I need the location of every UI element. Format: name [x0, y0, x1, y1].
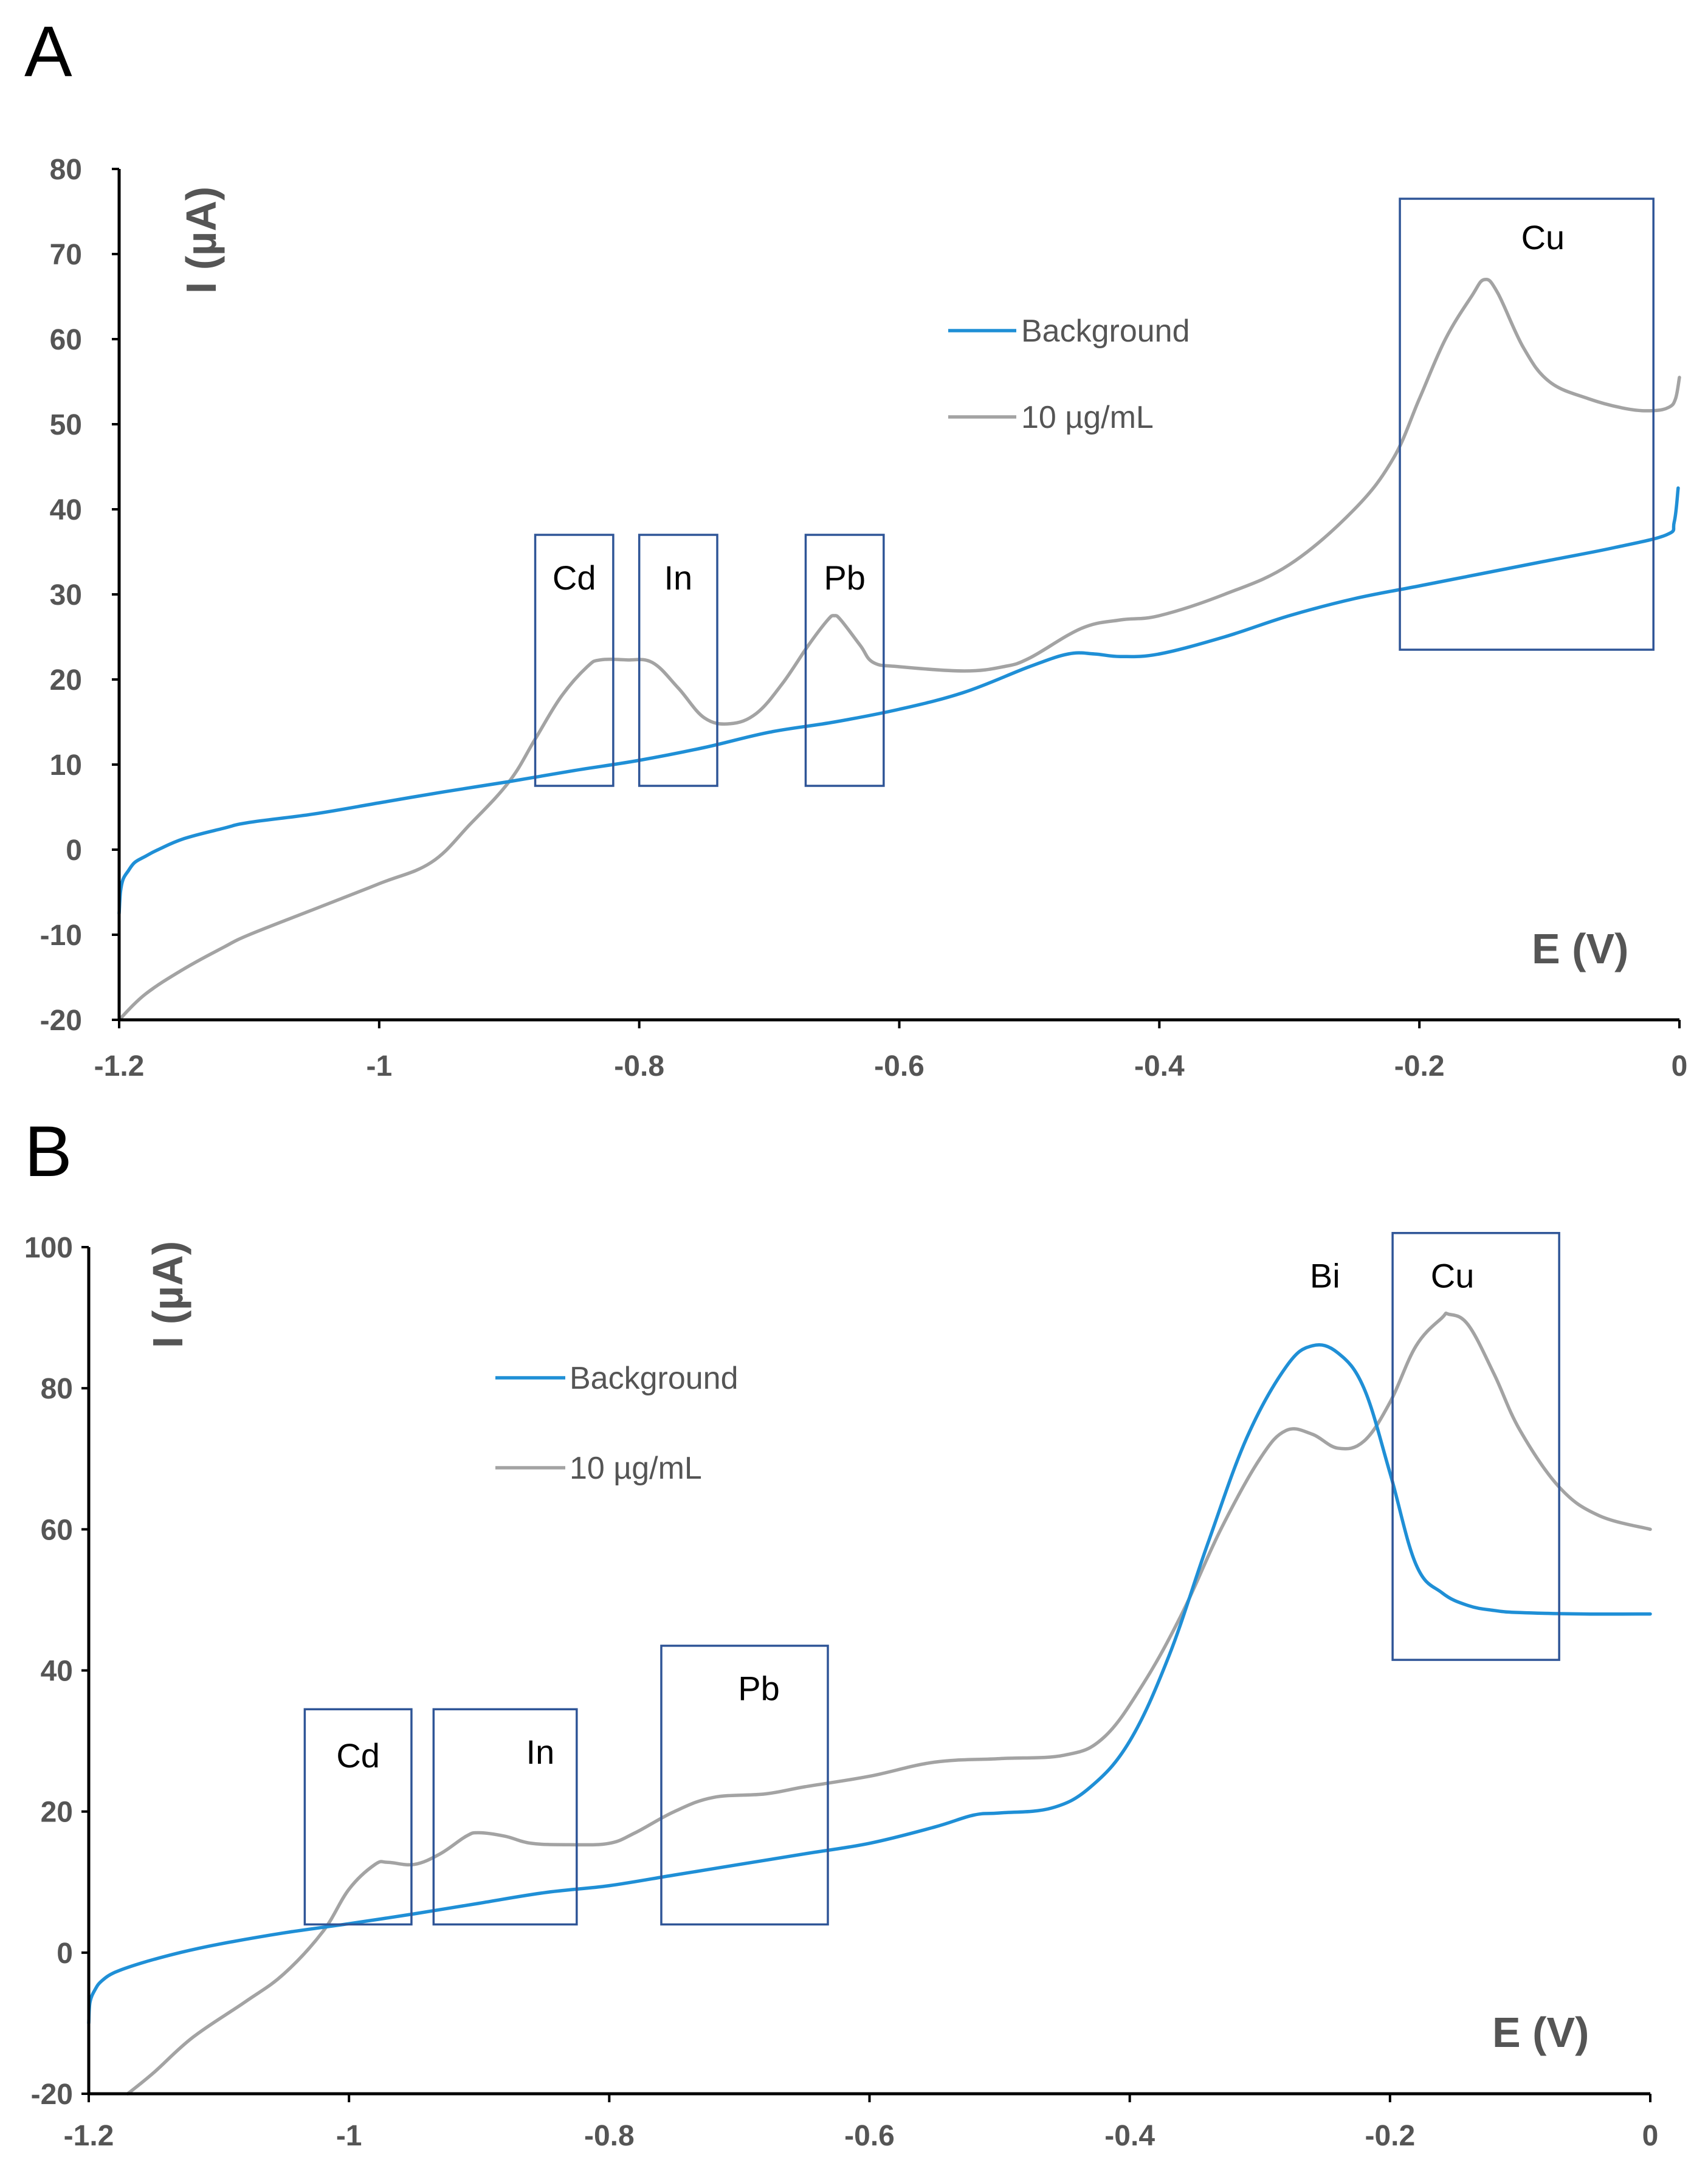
- panel-a-legend: Background 10 µg/mL: [948, 314, 1190, 435]
- panel-a-x-tick-label: -0.4: [1134, 1050, 1185, 1082]
- panel-a-label: A: [24, 12, 72, 92]
- panel-a-box-in: [638, 534, 718, 787]
- panel-a-y-tick-label: 60: [50, 324, 82, 356]
- panel-b-series-sample-line: [126, 1311, 1652, 2096]
- panel-b-y-tick-label: 40: [41, 1656, 73, 1688]
- panel-a-box-label-pb: Pb: [824, 559, 866, 597]
- panel-b-box-label-pb: Pb: [738, 1670, 780, 1708]
- panel-a-series-background-line: [117, 486, 1680, 915]
- panel-b-legend: Background 10 µg/mL: [495, 1361, 739, 1486]
- panel-a-annotation-boxes: Cd In Pb Cu: [534, 198, 1655, 787]
- panel-b-y-tick-label: 20: [41, 1797, 73, 1829]
- panel-a-x-ticks: -1.2 -1 -0.8 -0.6 -0.4 -0.2 0: [94, 1020, 1688, 1082]
- panel-a-box-label-in: In: [664, 559, 692, 597]
- panel-b-box-pb: [660, 1645, 829, 1926]
- panel-a-y-tick-label: 30: [50, 579, 82, 611]
- panel-b-x-tick-label: -0.2: [1365, 2120, 1415, 2152]
- panel-a-y-tick-label: 10: [50, 749, 82, 782]
- panel-a-box-label-cd: Cd: [553, 559, 596, 597]
- panel-a-y-tick-label: 80: [50, 154, 82, 186]
- panel-b-annotation-boxes: Cd In Pb Cu Bi: [303, 1232, 1560, 1926]
- panel-a-x-axis-title: E (V): [1532, 925, 1628, 972]
- panel-a-y-tick-label: 40: [50, 494, 82, 526]
- panel-a-legend-sample: 10 µg/mL: [1021, 400, 1154, 435]
- panel-a-y-tick-label: 20: [50, 664, 82, 696]
- panel-b-box-cu: [1391, 1232, 1560, 1661]
- panel-a-y-tick-label: 70: [50, 239, 82, 271]
- panel-a-x-tick-label: -0.2: [1394, 1050, 1445, 1082]
- panel-b-x-tick-label: -0.6: [844, 2120, 895, 2152]
- panel-b-x-tick-label: -0.4: [1104, 2120, 1155, 2152]
- panel-b-x-tick-label: 0: [1642, 2120, 1659, 2152]
- panel-b-series-group: [87, 1311, 1652, 2096]
- panel-b-label: B: [24, 1112, 72, 1192]
- panel-b-x-tick-label: -1: [336, 2120, 362, 2152]
- panel-b-x-tick-label: -0.8: [584, 2120, 635, 2152]
- panel-a-x-tick-label: -1.2: [94, 1050, 145, 1082]
- panel-b-legend-sample: 10 µg/mL: [570, 1451, 702, 1486]
- panel-b-box-in: [432, 1708, 578, 1926]
- panel-a-x-tick-label: -0.6: [874, 1050, 925, 1082]
- panel-a-y-tick-label: -10: [40, 920, 82, 952]
- panel-b-y-axis-title: I (µA): [144, 1241, 191, 1348]
- panel-a-box-label-cu: Cu: [1521, 218, 1565, 256]
- panel-a-y-axis-title: I (µA): [177, 187, 225, 294]
- panel-a-box-cd: [534, 534, 615, 787]
- panel-a-legend-background: Background: [1021, 314, 1190, 349]
- panel-a-box-cu: [1399, 198, 1655, 651]
- panel-a-y-ticks: -20 -10 0 10 20 30 40 50 60 70 80: [40, 154, 119, 1037]
- panel-b-y-tick-label: -20: [31, 2079, 73, 2111]
- panel-b-y-tick-label: 60: [41, 1514, 73, 1546]
- panel-b-label-bi: Bi: [1310, 1256, 1340, 1295]
- panel-a-y-tick-label: 0: [66, 834, 82, 867]
- panel-a-y-tick-label: 50: [50, 409, 82, 441]
- panel-a-series-sample-line: [117, 277, 1681, 1022]
- panel-a-series-group: [117, 277, 1681, 1022]
- panel-b-box-cd: [303, 1708, 413, 1926]
- panel-b-x-ticks: -1.2 -1 -0.8 -0.6 -0.4 -0.2 0: [64, 2094, 1659, 2152]
- panel-a-x-tick-label: -0.8: [614, 1050, 664, 1082]
- panel-b-y-tick-label: 100: [24, 1232, 73, 1264]
- panel-b-box-label-in: In: [526, 1733, 555, 1771]
- panel-b-legend-background: Background: [570, 1361, 739, 1396]
- panel-b-x-tick-label: -1.2: [64, 2120, 114, 2152]
- panel-b-x-axis-title: E (V): [1492, 2009, 1589, 2056]
- panel-a-x-tick-label: 0: [1672, 1050, 1688, 1082]
- panel-a-box-pb: [804, 534, 885, 787]
- panel-b-box-label-cu: Cu: [1431, 1256, 1475, 1295]
- panel-b-y-ticks: -20 0 20 40 60 80 100: [24, 1232, 89, 2111]
- panel-b-box-label-cd: Cd: [336, 1736, 380, 1775]
- panel-a-x-tick-label: -1: [366, 1050, 392, 1082]
- panel-b-series-background-line: [87, 1343, 1652, 2025]
- panel-b-y-tick-label: 80: [41, 1373, 73, 1405]
- panel-b-y-tick-label: 0: [57, 1938, 73, 1970]
- panel-a-y-tick-label: -20: [40, 1005, 82, 1037]
